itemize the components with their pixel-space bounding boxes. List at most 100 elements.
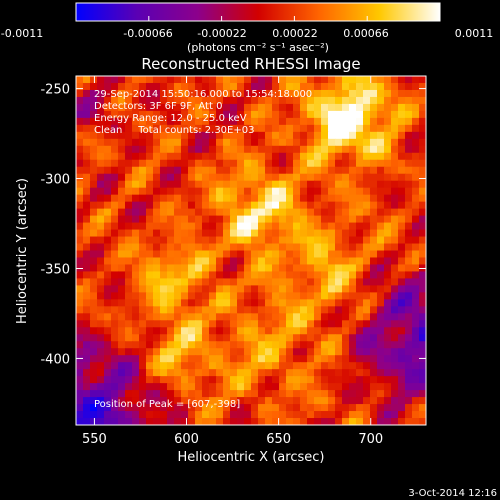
heatmap-cell: [272, 369, 280, 377]
heatmap-cell: [97, 411, 105, 419]
heatmap-cell: [118, 355, 126, 363]
heatmap-cell: [314, 138, 322, 147]
heatmap-cell: [104, 397, 112, 405]
heatmap-cell: [90, 152, 98, 161]
heatmap-cell: [237, 110, 245, 119]
heatmap-cell: [307, 131, 315, 140]
heatmap-cell: [104, 383, 112, 391]
heatmap-cell: [83, 208, 91, 217]
heatmap-cell: [188, 194, 196, 203]
heatmap-cell: [153, 208, 161, 217]
heatmap-cell: [244, 334, 252, 342]
heatmap-cell: [153, 306, 161, 314]
heatmap-cell: [405, 243, 413, 252]
heatmap-cell: [314, 341, 322, 349]
heatmap-cell: [90, 348, 98, 356]
heatmap-cell: [342, 96, 350, 105]
heatmap-cell: [174, 264, 182, 273]
heatmap-cell: [125, 257, 133, 266]
heatmap-cell: [391, 264, 399, 273]
heatmap-cell: [251, 243, 259, 252]
heatmap-cell: [132, 187, 140, 196]
heatmap-cell: [321, 348, 329, 356]
heatmap-cell: [356, 257, 364, 266]
heatmap-cell: [209, 103, 217, 112]
heatmap-cell: [153, 418, 161, 425]
heatmap-cell: [328, 369, 336, 377]
heatmap-cell: [398, 138, 406, 147]
heatmap-cell: [272, 89, 280, 98]
heatmap-cell: [300, 264, 308, 273]
heatmap-cell: [125, 313, 133, 321]
heatmap-cell: [202, 404, 210, 412]
heatmap-cell: [286, 117, 294, 126]
heatmap-cell: [216, 390, 224, 398]
heatmap-cell: [139, 271, 147, 280]
heatmap-cell: [321, 243, 329, 252]
heatmap-cell: [83, 348, 91, 356]
heatmap-cell: [90, 362, 98, 370]
heatmap-cell: [188, 76, 196, 84]
heatmap-cell: [356, 145, 364, 154]
heatmap-cell: [153, 173, 161, 182]
heatmap-cell: [265, 229, 273, 238]
heatmap-cell: [167, 194, 175, 203]
heatmap-cell: [419, 411, 426, 419]
heatmap-cell: [223, 376, 231, 384]
heatmap-cell: [146, 145, 154, 154]
heatmap-cell: [335, 215, 343, 224]
heatmap-cell: [370, 131, 378, 140]
heatmap-cell: [223, 299, 231, 307]
colorbar-tick-label: -0.00066: [123, 27, 172, 40]
heatmap-cell: [167, 250, 175, 259]
heatmap-cell: [335, 103, 343, 112]
heatmap-cell: [272, 285, 280, 293]
heatmap-cell: [216, 299, 224, 307]
heatmap-cell: [335, 411, 343, 419]
heatmap-cell: [230, 369, 238, 377]
heatmap-cell: [167, 411, 175, 419]
heatmap-cell: [265, 201, 273, 210]
heatmap-cell: [181, 299, 189, 307]
heatmap-cell: [370, 292, 378, 300]
heatmap-cell: [97, 292, 105, 300]
heatmap-cell: [342, 292, 350, 300]
heatmap-cell: [153, 250, 161, 259]
heatmap-cell: [90, 208, 98, 217]
heatmap-cell: [286, 313, 294, 321]
heatmap-cell: [188, 180, 196, 189]
heatmap-cell: [160, 257, 168, 266]
heatmap-cell: [265, 264, 273, 273]
heatmap-cell: [195, 82, 203, 91]
heatmap-cell: [384, 180, 392, 189]
heatmap-cell: [202, 257, 210, 266]
heatmap-cell: [258, 194, 266, 203]
heatmap-cell: [223, 131, 231, 140]
heatmap-cell: [398, 89, 406, 98]
heatmap-cell: [293, 257, 301, 266]
heatmap-cell: [244, 397, 252, 405]
heatmap-cell: [363, 173, 371, 182]
heatmap-cell: [132, 243, 140, 252]
heatmap-cell: [300, 404, 308, 412]
heatmap-cell: [209, 159, 217, 168]
heatmap-cell: [90, 96, 98, 105]
heatmap-cell: [174, 362, 182, 370]
heatmap-cell: [97, 285, 105, 293]
heatmap-cell: [90, 159, 98, 168]
heatmap-cell: [244, 131, 252, 140]
heatmap-cell: [377, 327, 385, 335]
axis-ticks: [76, 76, 426, 425]
heatmap-cell: [279, 138, 287, 147]
heatmap-cell: [244, 236, 252, 245]
heatmap-cell: [118, 131, 126, 140]
heatmap-cell: [328, 320, 336, 328]
heatmap-cell: [349, 404, 357, 412]
heatmap-cell: [209, 187, 217, 196]
heatmap-cell: [237, 173, 245, 182]
heatmap-cell: [300, 208, 308, 217]
heatmap-cell: [237, 187, 245, 196]
heatmap-cell: [377, 264, 385, 273]
heatmap-cell: [286, 292, 294, 300]
heatmap-cell: [209, 250, 217, 259]
